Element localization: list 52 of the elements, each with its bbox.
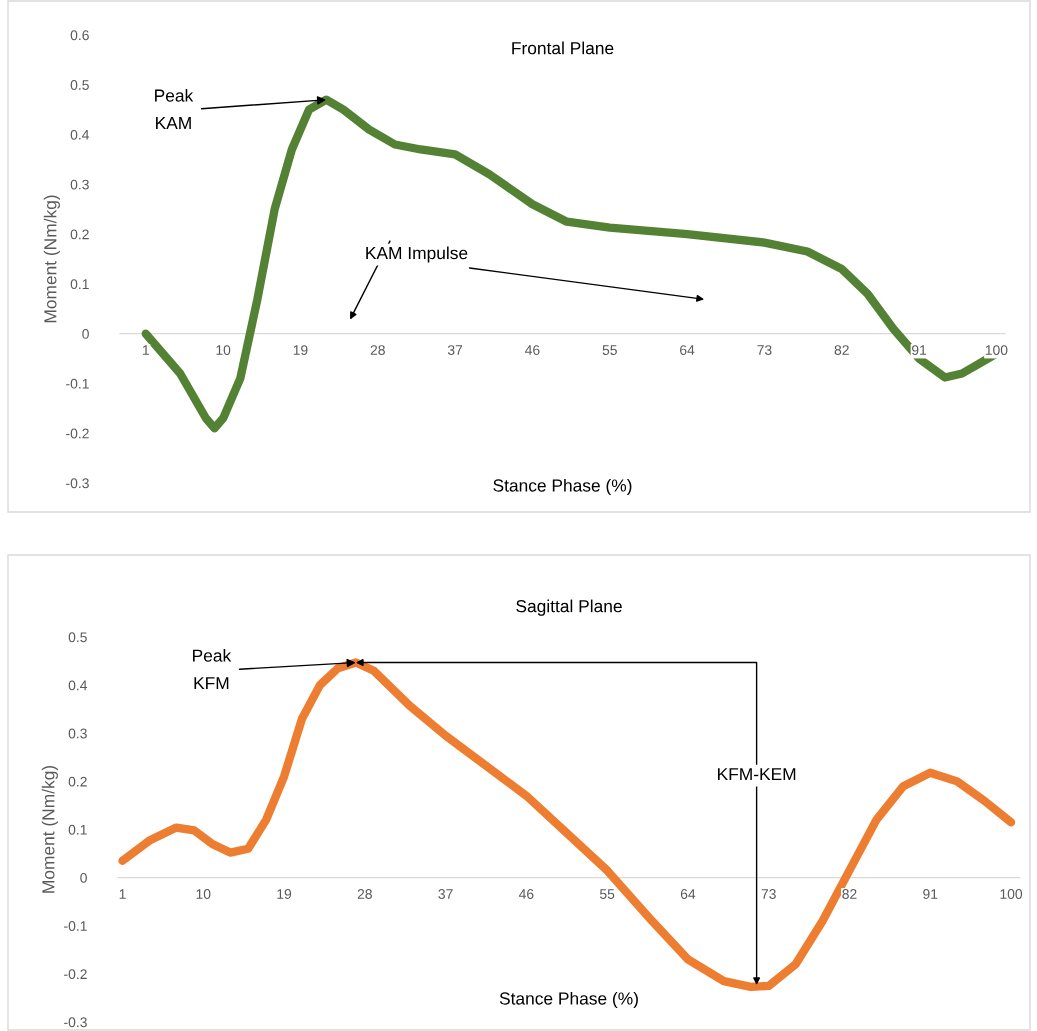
annotation: KFM-KEM <box>718 768 796 781</box>
y-tick-label: -0.3 <box>64 1017 87 1028</box>
x-tick-label: 46 <box>518 889 534 899</box>
y-tick-label: -0.2 <box>64 969 87 980</box>
x-tick-label: 28 <box>357 889 372 899</box>
x-tick-label: 37 <box>438 889 453 899</box>
x-tick-label: 19 <box>277 889 292 899</box>
x-tick-label: 73 <box>761 889 776 899</box>
chart-title: Sagittal Plane <box>516 599 622 616</box>
y-tick-label: 0.5 <box>70 80 89 90</box>
y-tick-label: 0.2 <box>70 229 89 240</box>
x-tick-label: 10 <box>216 345 231 355</box>
annotation: Peak KAM <box>155 88 194 130</box>
x-axis-title: Stance Phase (%) <box>493 478 632 496</box>
y-tick-label: 0.4 <box>70 129 90 140</box>
x-tick-label: 64 <box>680 345 695 355</box>
x-tick-label: 100 <box>1000 889 1023 899</box>
y-tick-label: -0.2 <box>66 428 89 439</box>
x-tick-label: 28 <box>370 345 385 355</box>
x-tick-label: 64 <box>680 889 696 899</box>
x-axis-title: Stance Phase (%) <box>499 991 638 1009</box>
y-tick-label: 0.4 <box>68 680 88 691</box>
chart-title: Frontal Plane <box>512 41 614 55</box>
y-tick-label: 0.3 <box>70 179 89 190</box>
y-tick-label: -0.1 <box>64 921 87 931</box>
x-tick-label: 55 <box>599 889 615 899</box>
annotation: Peak KFM <box>193 648 232 690</box>
x-tick-label: 73 <box>757 345 772 355</box>
y-tick-label: 0.1 <box>70 279 89 290</box>
y-tick-label: 0 <box>82 329 89 339</box>
x-tick-label: 55 <box>602 345 617 355</box>
x-tick-label: 10 <box>196 889 211 899</box>
x-tick-label: 1 <box>142 345 149 355</box>
annotation: KAM Impulse <box>366 246 468 263</box>
x-tick-label: 82 <box>834 345 849 355</box>
y-tick-label: 0.6 <box>70 30 89 41</box>
x-tick-label: 91 <box>923 889 938 899</box>
y-tick-label: -0.1 <box>66 378 89 389</box>
y-axis-title: Moment (Nm/kg) <box>43 195 60 323</box>
x-tick-label: 91 <box>912 345 927 355</box>
y-axis-title: Moment (Nm/kg) <box>41 765 58 893</box>
x-tick-label: 46 <box>525 345 540 355</box>
y-tick-label: 0.3 <box>68 728 87 739</box>
y-tick-label: 0 <box>80 872 87 883</box>
x-tick-label: 19 <box>293 345 308 355</box>
x-tick-label: 1 <box>119 889 126 899</box>
y-tick-label: -0.3 <box>66 478 89 489</box>
x-tick-label: 37 <box>447 345 463 355</box>
x-tick-label: 82 <box>842 889 857 899</box>
y-tick-label: 0.5 <box>68 632 87 643</box>
y-tick-label: 0.2 <box>68 776 87 787</box>
y-tick-label: 0.1 <box>68 824 87 835</box>
